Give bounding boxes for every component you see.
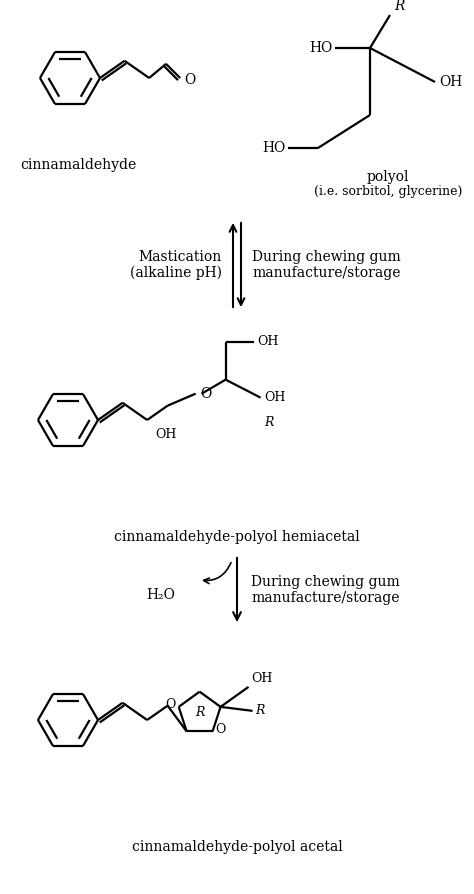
Text: R: R: [264, 416, 274, 428]
Text: OH: OH: [155, 427, 176, 441]
Text: HO: HO: [263, 141, 286, 155]
Text: During chewing gum
manufacture/storage: During chewing gum manufacture/storage: [252, 250, 401, 280]
Text: cinnamaldehyde-polyol hemiacetal: cinnamaldehyde-polyol hemiacetal: [114, 530, 360, 544]
Text: O: O: [165, 698, 176, 712]
Text: R: R: [394, 0, 404, 13]
Text: During chewing gum
manufacture/storage: During chewing gum manufacture/storage: [251, 575, 400, 605]
Text: OH: OH: [252, 672, 273, 685]
Text: polyol: polyol: [367, 170, 409, 184]
Text: O: O: [216, 723, 226, 736]
Text: OH: OH: [258, 335, 279, 348]
Text: HO: HO: [310, 41, 333, 55]
Text: OH: OH: [439, 75, 462, 89]
Text: H₂O: H₂O: [146, 588, 175, 602]
Text: O: O: [201, 387, 212, 401]
Text: cinnamaldehyde: cinnamaldehyde: [20, 158, 136, 172]
Text: Mastication
(alkaline pH): Mastication (alkaline pH): [130, 249, 222, 281]
Text: (i.e. sorbitol, glycerine): (i.e. sorbitol, glycerine): [314, 185, 462, 198]
Text: O: O: [184, 73, 195, 87]
Text: cinnamaldehyde-polyol acetal: cinnamaldehyde-polyol acetal: [132, 840, 342, 854]
Text: OH: OH: [264, 392, 286, 404]
Text: R: R: [195, 705, 204, 719]
Text: R: R: [255, 704, 265, 717]
